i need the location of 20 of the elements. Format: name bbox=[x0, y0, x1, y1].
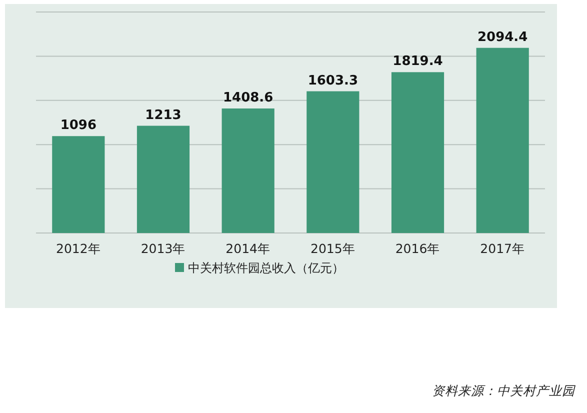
bar bbox=[391, 72, 444, 233]
bar bbox=[222, 108, 274, 233]
data-label: 1408.6 bbox=[222, 90, 274, 106]
bar bbox=[306, 91, 360, 233]
x-tick-label: 2016年 bbox=[395, 241, 440, 256]
data-label: 1819.4 bbox=[392, 54, 443, 70]
data-label: 2094.4 bbox=[477, 30, 528, 45]
bar bbox=[136, 126, 190, 233]
data-label: 1096 bbox=[60, 118, 97, 134]
bar bbox=[476, 48, 529, 233]
bar bbox=[52, 136, 105, 233]
data-label: 1213 bbox=[145, 108, 182, 123]
x-tick-label: 2015年 bbox=[310, 241, 356, 256]
x-tick-label: 2017年 bbox=[480, 241, 525, 256]
x-tick-label: 2013年 bbox=[140, 241, 186, 256]
legend-label: 中关村软件园总收入（亿元） bbox=[188, 261, 344, 275]
x-tick-label: 2012年 bbox=[56, 241, 101, 256]
data-label: 1603.3 bbox=[308, 73, 358, 88]
text: 资料来源：中关村产业园 bbox=[432, 383, 576, 398]
x-tick-label: 2014年 bbox=[226, 241, 270, 256]
